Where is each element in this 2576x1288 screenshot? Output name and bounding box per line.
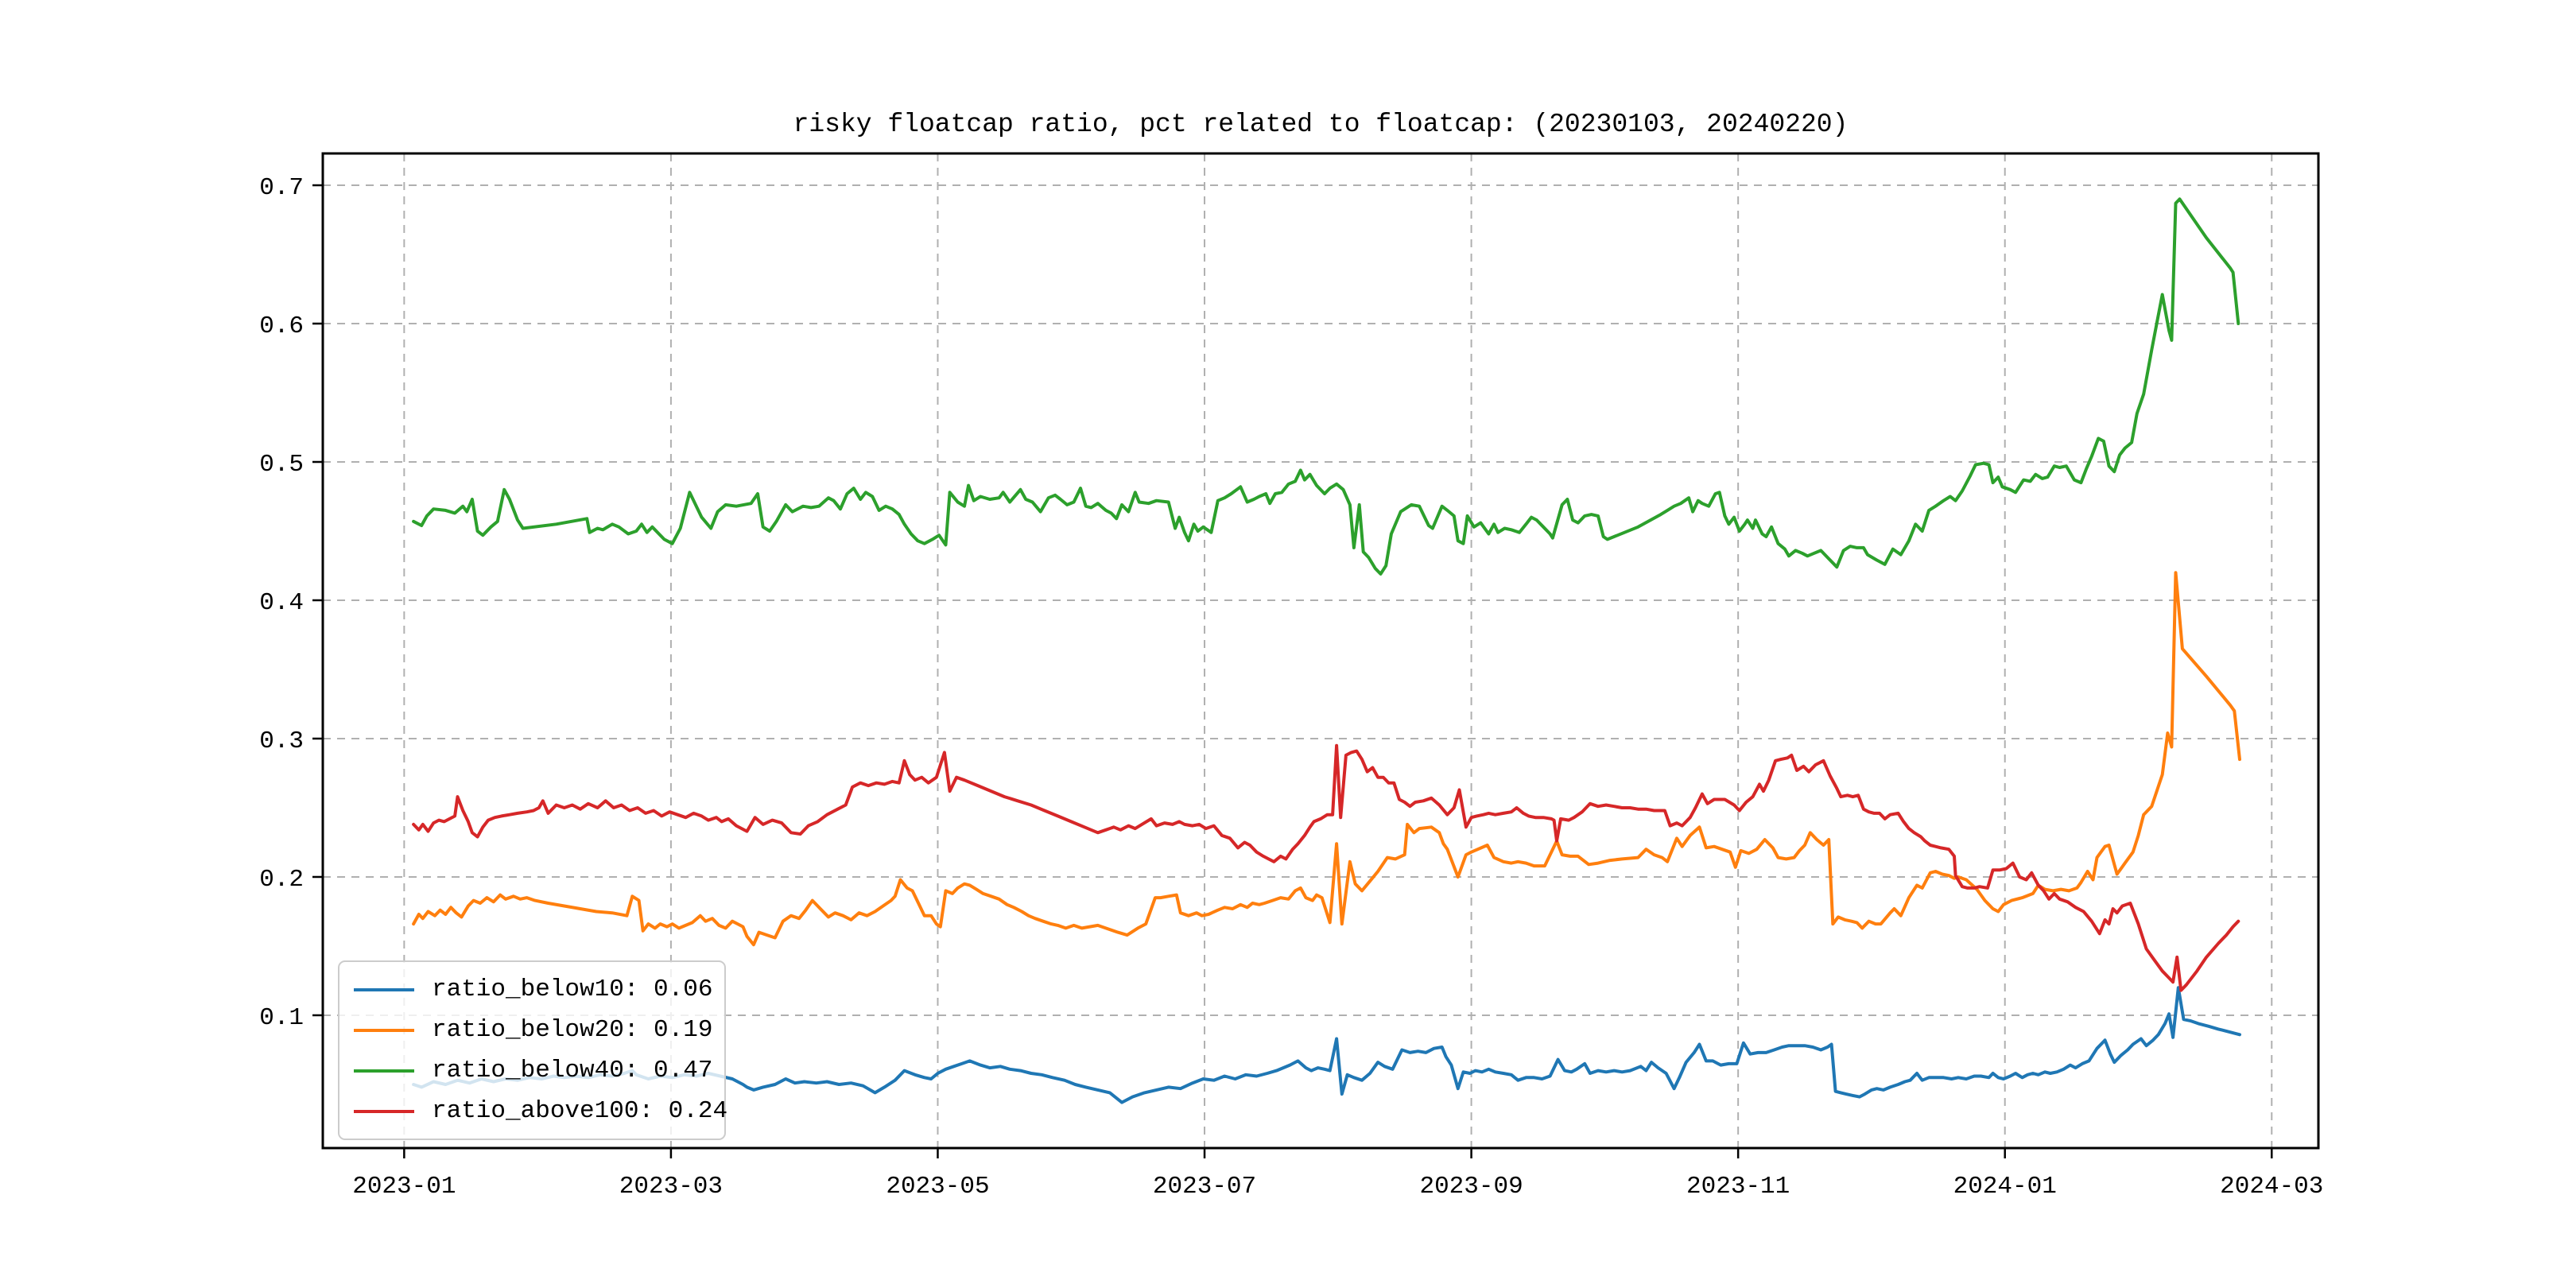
legend-label: ratio_below10: 0.06 bbox=[432, 976, 713, 1003]
x-tick-label: 2023-09 bbox=[1419, 1173, 1523, 1201]
legend-item-ratio_below20: ratio_below20: 0.19 bbox=[339, 1010, 724, 1050]
legend-line-swatch bbox=[354, 1109, 414, 1113]
x-tick-label: 2024-01 bbox=[1953, 1173, 2057, 1201]
x-tick-label: 2023-03 bbox=[619, 1173, 723, 1201]
plot-border bbox=[321, 152, 2320, 1150]
x-tick-label: 2023-05 bbox=[886, 1173, 989, 1201]
legend-line-swatch bbox=[354, 1069, 414, 1073]
legend-label: ratio_above100: 0.24 bbox=[432, 1097, 728, 1125]
series-line-ratio_below40 bbox=[412, 197, 2240, 576]
x-tick-label: 2024-03 bbox=[2220, 1173, 2323, 1201]
y-tick-label: 0.5 bbox=[259, 451, 304, 479]
x-tick-label: 2023-07 bbox=[1153, 1173, 1256, 1201]
legend-label: ratio_below20: 0.19 bbox=[432, 1016, 713, 1044]
legend: ratio_below10: 0.06 ratio_below20: 0.19 ra… bbox=[338, 960, 728, 1140]
y-tick-label: 0.3 bbox=[259, 727, 304, 755]
y-tick-label: 0.2 bbox=[259, 866, 304, 894]
series-line-ratio_above100 bbox=[412, 743, 2240, 992]
legend-item-ratio_below10: ratio_below10: 0.06 bbox=[339, 969, 724, 1010]
y-tick-label: 0.7 bbox=[259, 174, 304, 202]
legend-item-ratio_below40: ratio_below40: 0.47 bbox=[339, 1050, 724, 1091]
legend-line-swatch bbox=[354, 1028, 414, 1032]
x-tick-label: 2023-01 bbox=[352, 1173, 456, 1201]
y-tick-label: 0.4 bbox=[259, 589, 304, 617]
series-line-ratio_below10 bbox=[412, 986, 2241, 1104]
legend-label: ratio_below40: 0.47 bbox=[432, 1057, 713, 1084]
series-line-ratio_below20 bbox=[412, 571, 2241, 947]
legend-line-swatch bbox=[354, 987, 414, 991]
chart-title: risky floatcap ratio, pct related to flo… bbox=[793, 110, 1849, 139]
y-tick-label: 0.1 bbox=[259, 1004, 304, 1032]
x-tick-label: 2023-11 bbox=[1686, 1173, 1790, 1201]
y-tick-label: 0.6 bbox=[259, 312, 304, 340]
legend-item-ratio_above100: ratio_above100: 0.24 bbox=[339, 1091, 728, 1131]
